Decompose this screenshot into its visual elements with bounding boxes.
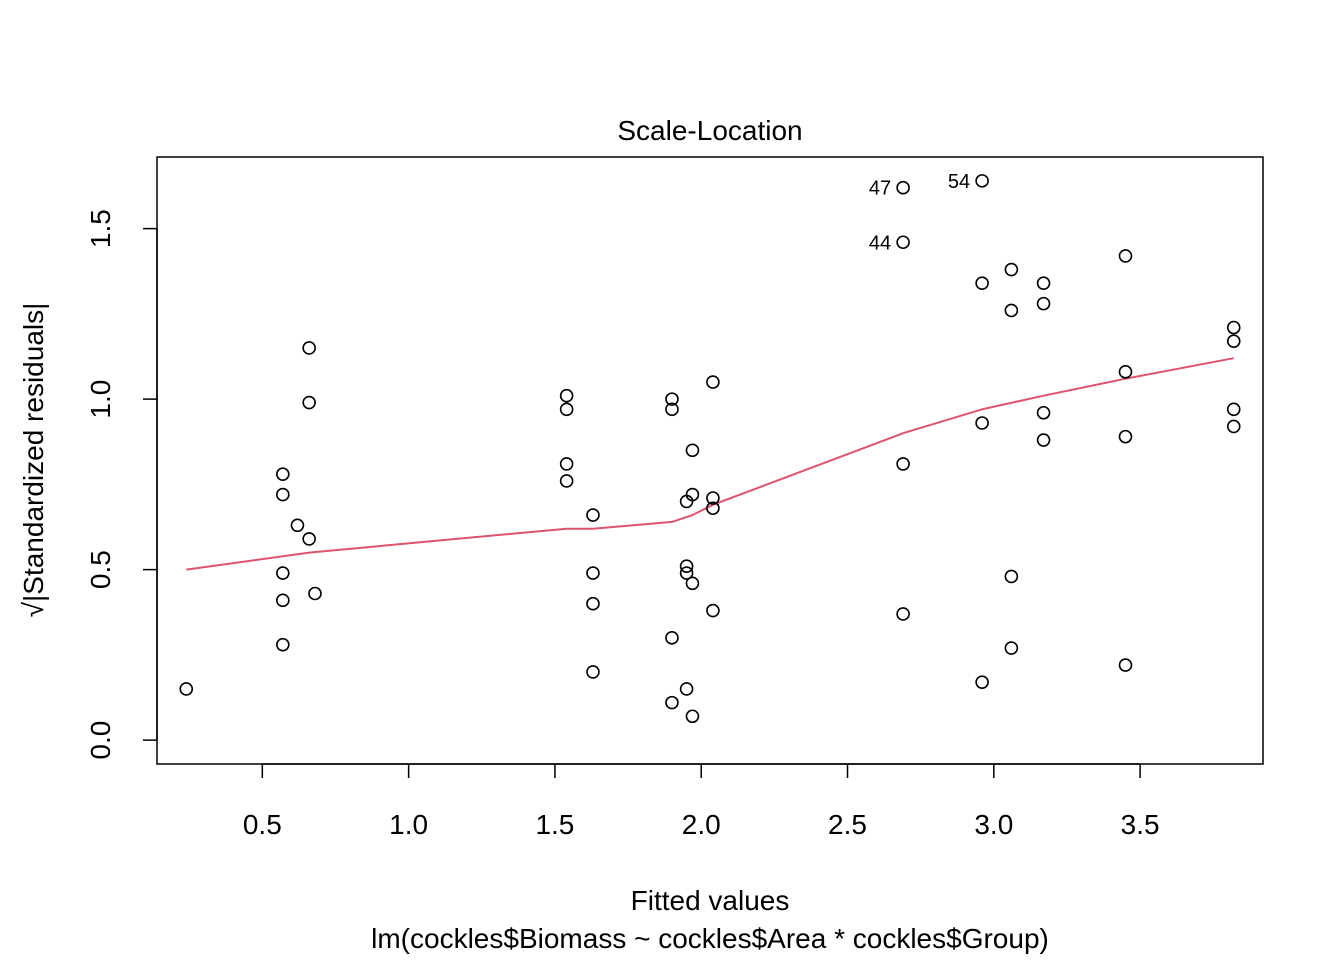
data-point — [1004, 641, 1019, 655]
data-point — [665, 631, 679, 645]
point-label: 54 — [948, 171, 970, 193]
data-point — [665, 392, 679, 406]
data-point — [975, 174, 989, 188]
y-axis: 0.0 0.5 1.0 1.5 — [85, 209, 158, 760]
x-tick-label: 3.5 — [1121, 809, 1160, 840]
data-point — [706, 491, 720, 505]
x-tick-label: 2.5 — [828, 809, 867, 840]
y-tick-label: 1.0 — [85, 380, 116, 419]
model-formula-subtitle: lm(cockles$Biomass ~ cockles$Area * cock… — [371, 923, 1049, 954]
data-point — [975, 276, 989, 290]
x-tick-label: 1.0 — [389, 809, 428, 840]
data-point — [276, 566, 290, 580]
x-tick-label: 0.5 — [243, 809, 282, 840]
data-point — [302, 341, 316, 355]
data-point — [1118, 658, 1133, 672]
data-point — [308, 586, 322, 601]
data-point — [559, 402, 574, 417]
data-point — [1118, 429, 1133, 444]
data-point — [685, 487, 700, 502]
data-point — [276, 487, 290, 502]
data-point — [559, 388, 574, 403]
data-point — [975, 416, 989, 430]
x-tick-label: 3.0 — [974, 809, 1013, 840]
y-tick-label: 0.5 — [85, 550, 116, 589]
data-point — [586, 596, 600, 611]
data-point — [1226, 334, 1241, 348]
data-point — [1004, 262, 1019, 277]
y-axis-label-text: |Standardized residuals| — [18, 303, 49, 602]
point-label: 47 — [869, 178, 891, 200]
data-point — [685, 709, 700, 724]
data-point — [679, 559, 694, 574]
data-point — [302, 532, 316, 546]
data-point — [302, 395, 316, 410]
data-point — [975, 675, 989, 689]
data-point — [706, 501, 720, 516]
data-point — [1004, 569, 1019, 584]
data-point — [665, 695, 679, 710]
data-point — [679, 682, 694, 696]
data-point — [586, 566, 600, 580]
chart-title: Scale-Location — [617, 115, 802, 146]
x-axis: 0.5 1.0 1.5 2.0 2.5 3.0 3.5 — [243, 763, 1160, 840]
data-point — [706, 375, 720, 389]
data-point — [1226, 419, 1241, 434]
data-point — [1036, 296, 1051, 311]
data-point — [1226, 320, 1241, 335]
data-point — [586, 665, 600, 679]
data-point — [559, 457, 574, 471]
data-point — [685, 443, 700, 458]
data-points: 47 44 54 — [179, 171, 1241, 724]
data-point — [679, 566, 694, 580]
data-point — [290, 518, 305, 533]
data-point — [276, 593, 290, 608]
data-point — [665, 402, 679, 417]
data-point — [179, 682, 194, 696]
data-point — [896, 457, 910, 471]
data-point — [1226, 402, 1241, 417]
x-axis-label: Fitted values — [631, 885, 790, 916]
data-point — [1118, 249, 1133, 263]
point-label: 44 — [869, 232, 891, 254]
data-point — [1036, 405, 1051, 420]
data-point — [1004, 303, 1019, 318]
y-tick-label: 1.5 — [85, 209, 116, 248]
x-tick-label: 2.0 — [682, 809, 721, 840]
y-axis-label: √|Standardized residuals| — [18, 303, 49, 618]
data-point — [276, 467, 290, 481]
data-point — [896, 607, 910, 621]
data-point — [1036, 276, 1051, 290]
sqrt-symbol: √ — [18, 601, 49, 617]
data-point — [1118, 365, 1133, 379]
data-point — [559, 474, 574, 488]
data-point — [685, 576, 700, 591]
data-point — [706, 603, 720, 618]
data-point — [1036, 433, 1051, 447]
x-tick-label: 1.5 — [535, 809, 574, 840]
data-point — [276, 637, 290, 652]
smoother-line — [186, 357, 1234, 571]
data-point — [896, 235, 910, 250]
data-point — [896, 180, 910, 195]
smoother-line-group — [186, 357, 1234, 571]
data-point — [586, 508, 600, 522]
y-tick-label: 0.0 — [85, 721, 116, 760]
